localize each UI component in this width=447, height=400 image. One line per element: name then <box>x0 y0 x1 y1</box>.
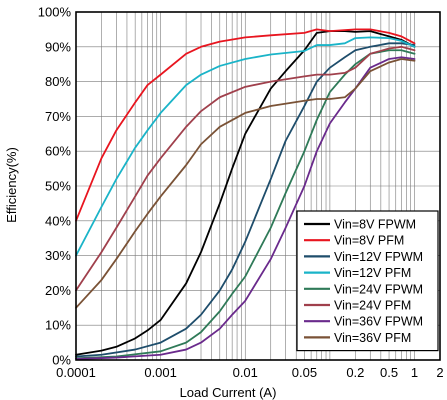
y-tick-label: 50% <box>45 179 71 194</box>
y-tick-label: 40% <box>45 213 71 228</box>
y-tick-label: 60% <box>45 144 71 159</box>
y-tick-label: 80% <box>45 74 71 89</box>
legend: Vin=8V FPWM Vin=8V PFM Vin=12V FPWM Vin=12V… <box>296 210 439 352</box>
y-tick-label: 20% <box>45 283 71 298</box>
series-line <box>75 28 416 222</box>
y-tick-label: 70% <box>45 109 71 124</box>
x-tick-label: 0.2 <box>346 365 364 380</box>
x-tick-label: 0.5 <box>380 365 398 380</box>
legend-label: Vin=24V FPWM <box>334 282 423 296</box>
legend-label: Vin=24V PFM <box>334 299 411 313</box>
x-tick-label: 0.0001 <box>56 365 96 380</box>
y-axis-label: Efficiency(%) <box>4 147 19 223</box>
legend-box <box>296 210 439 352</box>
legend-label: Vin=12V PFM <box>334 266 411 280</box>
plot-frame <box>75 11 441 361</box>
x-tick-label: 1 <box>411 365 418 380</box>
series-line <box>75 45 416 292</box>
y-tick-labels: 0% 10% 20% 30% 40% 50% 60% 70% 80% 90% 100% <box>38 5 72 368</box>
legend-label: Vin=36V PFM <box>334 331 411 345</box>
x-tick-label: 2 <box>436 365 443 380</box>
x-tick-label: 0.001 <box>144 365 177 380</box>
x-tick-labels: 0.0001 0.001 0.01 0.05 0.2 0.5 1 2 <box>56 365 444 380</box>
series-layer <box>75 28 416 360</box>
legend-label: Vin=12V FPWM <box>334 250 423 264</box>
y-tick-label: 100% <box>38 5 72 20</box>
legend-label: Vin=8V FPWM <box>334 218 416 232</box>
y-tick-label: 0% <box>52 353 71 368</box>
legend-label: Vin=36V FPWM <box>334 315 423 329</box>
series-line <box>75 56 416 360</box>
y-tick-label: 90% <box>45 39 71 54</box>
series-line <box>75 58 416 309</box>
y-tick-label: 30% <box>45 248 71 263</box>
series-line <box>75 30 416 356</box>
x-tick-label: 0.05 <box>292 365 317 380</box>
series-line <box>75 36 416 257</box>
x-axis-label: Load Current (A) <box>180 385 277 400</box>
series-line <box>75 42 416 358</box>
x-tick-label: 0.01 <box>233 365 258 380</box>
legend-label: Vin=8V PFM <box>334 234 404 248</box>
y-tick-label: 10% <box>45 318 71 333</box>
